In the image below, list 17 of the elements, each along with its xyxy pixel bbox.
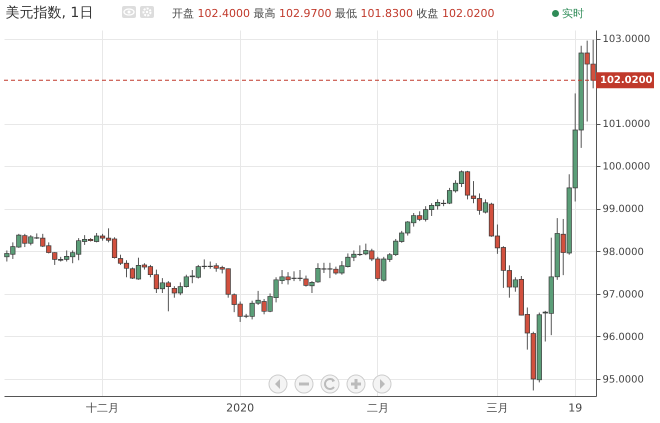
y-tick-label: 96.0000 [602, 332, 644, 343]
x-tick-label: 三月 [486, 402, 508, 414]
x-tick-label: 19 [568, 402, 582, 414]
y-tick-label: 103.0000 [602, 34, 650, 46]
text: 实时 [562, 6, 584, 21]
y-tick-label: 101.0000 [602, 119, 650, 130]
y-tick-label: 98.0000 [602, 246, 644, 258]
ref-line-label: 102.0200 [600, 75, 653, 86]
text: 开盘 102.4000 最高 102.9700 最低 101.8300 收盘 102.0200 [172, 6, 494, 21]
y-tick-label: 95.0000 [602, 374, 644, 386]
y-tick-label: 97.0000 [602, 289, 644, 300]
y-tick-label: 100.0000 [602, 162, 650, 173]
y-tick-label: 99.0000 [602, 204, 644, 216]
x-tick-label: 二月 [366, 402, 389, 414]
x-tick-label: 2020 [226, 402, 254, 414]
chart-title: 美元指数, 1日 [6, 5, 94, 21]
x-tick-label: 十二月 [86, 402, 120, 414]
